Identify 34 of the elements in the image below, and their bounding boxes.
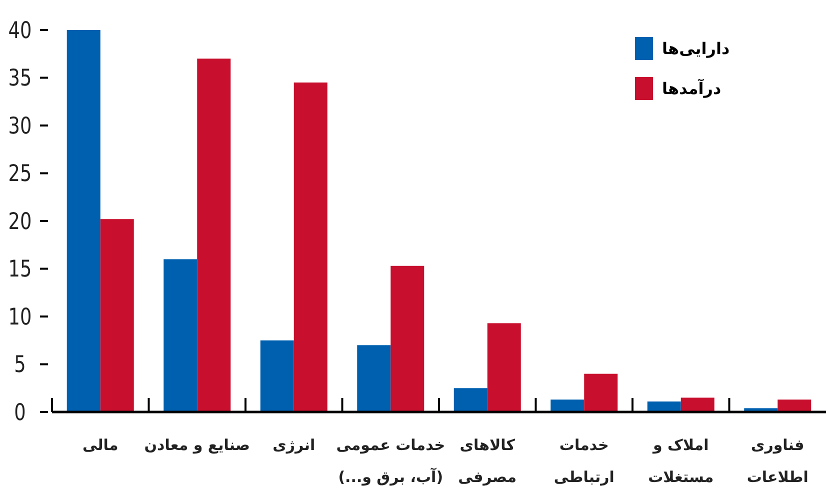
legend-label: دارایی‌ها xyxy=(662,39,730,58)
bar xyxy=(66,30,100,412)
y-tick-label: 10 xyxy=(8,304,32,330)
bar xyxy=(550,400,584,412)
bar xyxy=(164,259,198,412)
x-tick-label: صنایع و معادن xyxy=(144,436,250,454)
bar xyxy=(584,374,618,412)
x-tick-label: خدمات عمومی (آب، برق و...) xyxy=(336,436,446,486)
x-tick-label: املاک و مستغلات xyxy=(648,436,714,486)
bar xyxy=(390,266,424,412)
bar xyxy=(100,219,134,412)
bar xyxy=(647,401,681,412)
y-tick-label: 35 xyxy=(8,64,32,92)
y-tick-label: 30 xyxy=(8,112,32,140)
legend-label: درآمدها xyxy=(662,78,722,98)
y-tick-label: 20 xyxy=(8,208,32,235)
x-tick-label: مالی xyxy=(82,436,118,454)
bar xyxy=(778,400,812,412)
x-tick-label: انرژی xyxy=(272,436,316,454)
bar xyxy=(260,340,294,412)
y-tick-label: 0 xyxy=(14,399,26,426)
bar xyxy=(294,82,328,412)
x-tick-label: خدمات ارتباطی xyxy=(554,436,614,486)
y-tick-label: 40 xyxy=(8,17,32,44)
bar xyxy=(357,345,391,412)
x-tick-label: کالاهای مصرفی xyxy=(458,436,517,486)
bar xyxy=(680,398,714,412)
y-tick-label: 25 xyxy=(8,160,32,187)
bar xyxy=(487,323,521,412)
x-tick-label: فناوری اطلاعات xyxy=(746,436,808,486)
y-tick-label: 5 xyxy=(14,351,26,378)
bar xyxy=(197,58,231,412)
y-tick-label: 15 xyxy=(8,256,32,282)
bar xyxy=(454,388,488,412)
